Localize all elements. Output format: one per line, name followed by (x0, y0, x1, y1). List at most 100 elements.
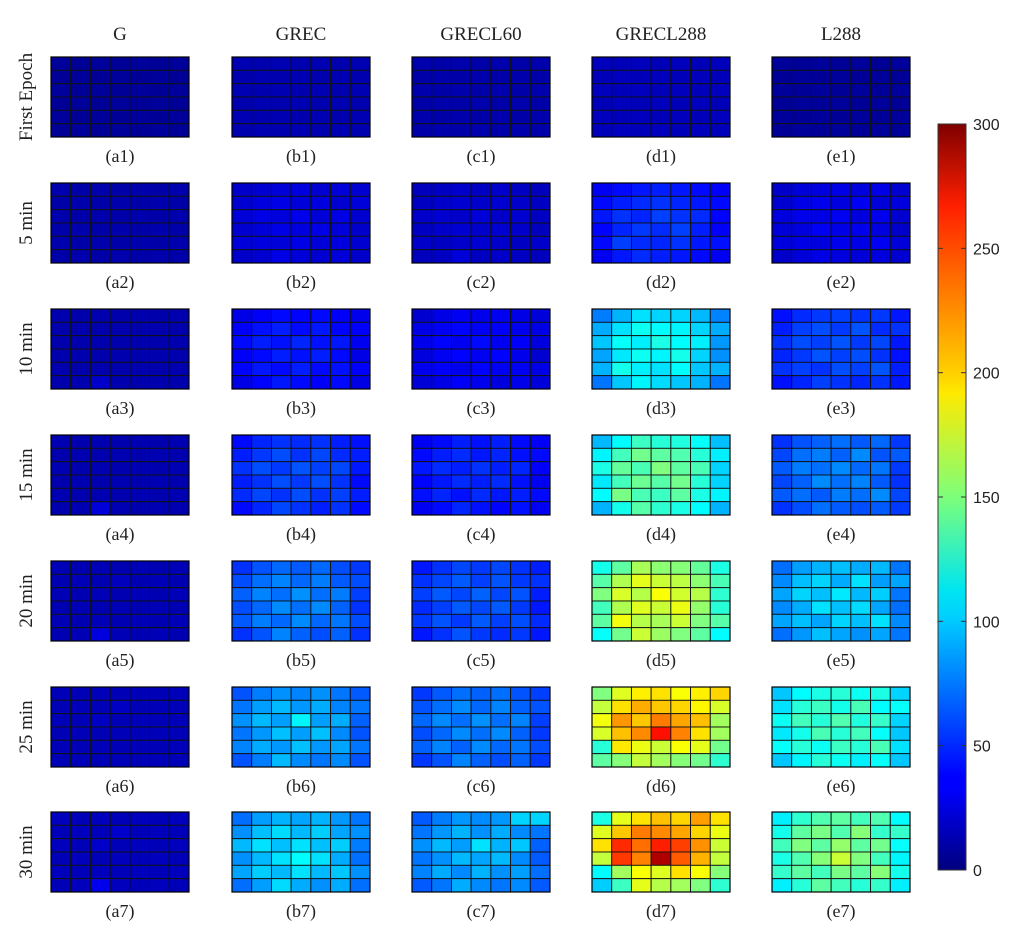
panel-border (591, 686, 731, 768)
heatmap-cell (591, 627, 613, 642)
heatmap-cell (650, 195, 672, 211)
heatmap-cell (889, 627, 911, 642)
heatmap-cell (310, 375, 332, 390)
heatmap-cell (490, 560, 512, 575)
heatmap-cell (611, 447, 632, 463)
heatmap-cell (830, 96, 852, 111)
column-title-d: GRECL288 (616, 24, 707, 45)
heatmap-cell (771, 600, 793, 615)
heatmap-cell (791, 713, 812, 728)
heatmap-cell (771, 474, 793, 489)
heatmap-cell (850, 447, 872, 463)
heatmap-cell (630, 739, 652, 755)
heatmap-cell (251, 321, 272, 337)
heatmap-cell (870, 699, 891, 715)
panel-d3 (591, 308, 731, 390)
heatmap-cell (591, 69, 613, 85)
heatmap-cell (168, 249, 190, 264)
heatmap-cell (129, 587, 151, 602)
heatmap-cell (529, 600, 551, 615)
panel-d5 (591, 560, 731, 642)
heatmap-cell (310, 811, 332, 826)
heatmap-cell (791, 447, 812, 463)
heatmap-cell (270, 335, 292, 350)
heatmap-cell (490, 824, 512, 840)
heatmap-cell (349, 447, 371, 463)
heatmap-cell (650, 123, 672, 138)
heatmap-cell (290, 434, 312, 449)
heatmap-cell (251, 83, 272, 98)
heatmap-cell (810, 686, 832, 701)
heatmap-cell (470, 838, 492, 853)
heatmap-cell (490, 600, 512, 615)
heatmap-cell (149, 56, 170, 71)
heatmap-cell (690, 487, 711, 503)
heatmap-cell (771, 838, 793, 853)
heatmap-cell (330, 713, 351, 728)
heatmap-cell (251, 375, 272, 390)
heatmap-cell (630, 123, 652, 138)
panel-b3 (231, 308, 371, 390)
panel-label-a6: (a6) (106, 776, 135, 797)
heatmap-cell (690, 851, 711, 866)
heatmap-cell (411, 699, 433, 715)
heatmap-cell (611, 182, 632, 197)
heatmap-cell (510, 109, 531, 125)
heatmap-cell (50, 109, 72, 125)
heatmap-cell (670, 56, 692, 71)
heatmap-cell (450, 249, 472, 264)
panel-border (411, 182, 551, 264)
heatmap-cell (591, 713, 613, 728)
heatmap-cell (349, 109, 371, 125)
heatmap-cell (630, 461, 652, 476)
heatmap-cell (650, 474, 672, 489)
heatmap-cell (470, 348, 492, 363)
heatmap-cell (791, 83, 812, 98)
heatmap-cell (168, 335, 190, 350)
heatmap-cell (450, 83, 472, 98)
heatmap-cell (450, 209, 472, 224)
heatmap-cell (870, 83, 891, 98)
heatmap-cell (650, 182, 672, 197)
heatmap-cell (830, 375, 852, 390)
heatmap-cell (870, 613, 891, 629)
heatmap-cell (450, 600, 472, 615)
heatmap-cell (149, 209, 170, 224)
heatmap-cell (510, 249, 531, 264)
heatmap-cell (168, 209, 190, 224)
heatmap-cell (529, 726, 551, 741)
heatmap-cell (149, 713, 170, 728)
panel-d2 (591, 182, 731, 264)
heatmap-cell (450, 753, 472, 768)
heatmap-cell (709, 878, 731, 893)
heatmap-cell (870, 739, 891, 755)
heatmap-cell (270, 69, 292, 85)
heatmap-cell (771, 739, 793, 755)
heatmap-cell (50, 560, 72, 575)
panel-border (231, 434, 371, 516)
heatmap-cell (290, 613, 312, 629)
heatmap-cell (670, 838, 692, 853)
panel-a7 (50, 811, 190, 893)
heatmap-cell (450, 348, 472, 363)
heatmap-cell (330, 573, 351, 589)
heatmap-cell (510, 361, 531, 377)
column-titles: G GREC GRECL60 GRECL288 L288 (113, 24, 861, 45)
heatmap-cell (270, 627, 292, 642)
heatmap-cell (650, 600, 672, 615)
heatmap-cell (270, 600, 292, 615)
heatmap-cell (70, 726, 91, 741)
heatmap-cell (810, 375, 832, 390)
heatmap-cell (709, 560, 731, 575)
heatmap-cell (709, 361, 731, 377)
heatmap-cell (690, 474, 711, 489)
heatmap-cell (470, 222, 492, 237)
heatmap-cell (810, 222, 832, 237)
heatmap-cell (690, 434, 711, 449)
heatmap-cell (771, 249, 793, 264)
heatmap-cell (411, 69, 433, 85)
heatmap-cell (830, 838, 852, 853)
heatmap-cell (50, 838, 72, 853)
heatmap-cell (231, 864, 253, 880)
heatmap-cell (830, 600, 852, 615)
